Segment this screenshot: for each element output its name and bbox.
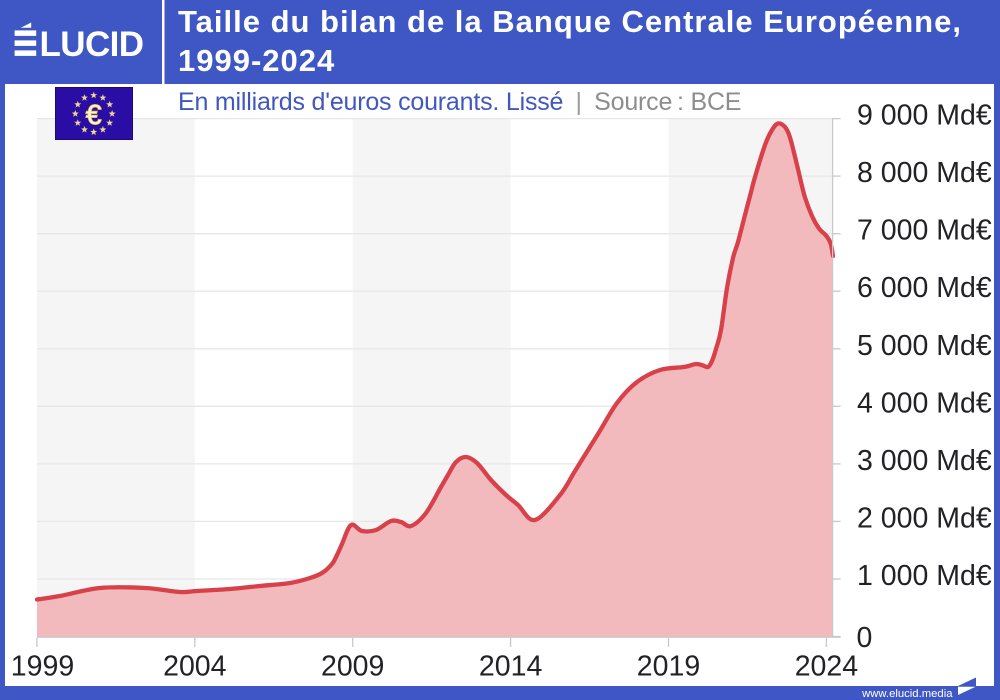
svg-text:1999: 1999 xyxy=(11,650,74,682)
svg-text:3 000 Md€: 3 000 Md€ xyxy=(857,445,992,477)
svg-text:9 000 Md€: 9 000 Md€ xyxy=(857,100,992,132)
svg-text:2019: 2019 xyxy=(637,650,700,682)
svg-text:LUCID: LUCID xyxy=(40,25,144,64)
svg-text:2014: 2014 xyxy=(479,650,543,682)
svg-text:7 000 Md€: 7 000 Md€ xyxy=(857,215,992,247)
svg-text:1 000 Md€: 1 000 Md€ xyxy=(857,560,992,592)
svg-text:0: 0 xyxy=(857,622,873,654)
svg-text:2004: 2004 xyxy=(163,650,227,682)
svg-text:6 000 Md€: 6 000 Md€ xyxy=(857,272,992,304)
svg-text:2009: 2009 xyxy=(321,650,384,682)
svg-text:€: € xyxy=(86,99,102,130)
svg-text:www.elucid.media: www.elucid.media xyxy=(861,688,953,700)
svg-text:2 000 Md€: 2 000 Md€ xyxy=(857,502,992,534)
svg-text:5 000 Md€: 5 000 Md€ xyxy=(857,330,992,362)
svg-text:4 000 Md€: 4 000 Md€ xyxy=(857,387,992,419)
svg-text:8 000 Md€: 8 000 Md€ xyxy=(857,157,992,189)
svg-text:2024: 2024 xyxy=(795,650,859,682)
